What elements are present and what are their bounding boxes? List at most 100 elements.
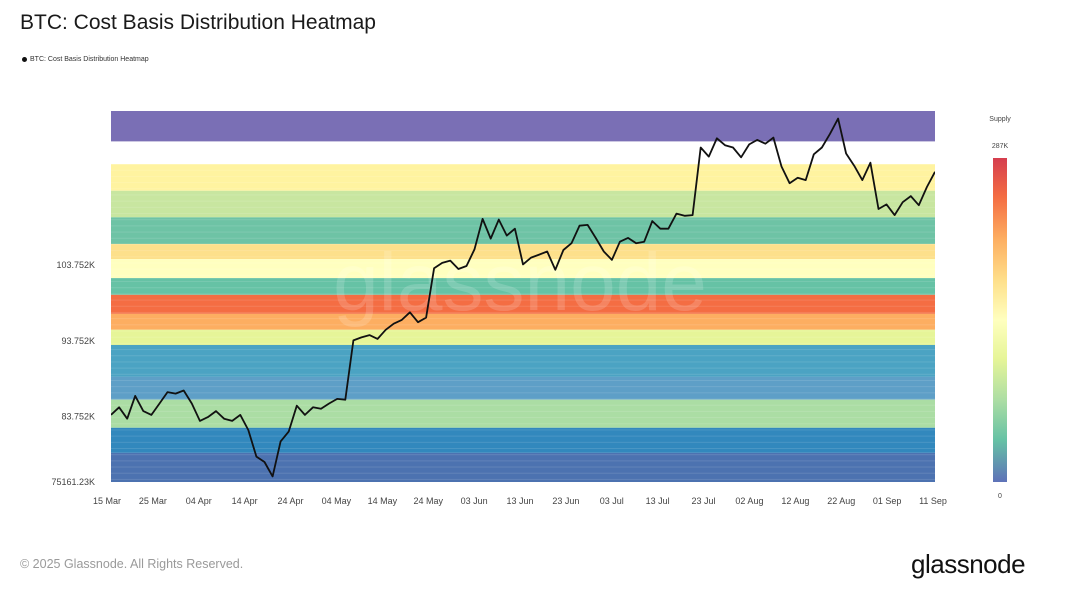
heatmap-stripe [111, 311, 935, 313]
heatmap-stripe [111, 349, 935, 351]
heatmap-band [111, 313, 935, 330]
chart-title: BTC: Cost Basis Distribution Heatmap [20, 11, 376, 34]
x-tick-label: 23 Jul [692, 496, 716, 506]
x-tick-label: 11 Sep [919, 496, 947, 506]
heatmap-band [111, 329, 935, 345]
heatmap-stripe [111, 299, 935, 301]
x-tick-label: 22 Aug [827, 496, 855, 506]
colorbar: Supply 287K 0 [989, 116, 1011, 500]
x-tick-label: 13 Jul [646, 496, 670, 506]
y-axis: 103.752K 93.752K 83.752K 75161.23K [51, 260, 95, 487]
heatmap-stripe [111, 466, 935, 468]
heatmap-stripe [111, 398, 935, 400]
heatmap-stripe [111, 361, 935, 363]
heatmap-stripe [111, 237, 935, 239]
x-tick-label: 01 Sep [873, 496, 902, 506]
heatmap-band [111, 259, 935, 279]
heatmap-band [111, 427, 935, 453]
heatmap-stripe [111, 373, 935, 375]
heatmap-stripe [111, 213, 935, 215]
chart-legend: BTC: Cost Basis Distribution Heatmap [22, 56, 149, 63]
x-tick-label: 13 Jun [506, 496, 533, 506]
heatmap-stripe [111, 250, 935, 252]
heatmap-band [111, 294, 935, 314]
heatmap-stripe [111, 274, 935, 276]
heatmap-band [111, 164, 935, 191]
heatmap-stripe [111, 225, 935, 227]
heatmap-stripe [111, 410, 935, 412]
legend-label: BTC: Cost Basis Distribution Heatmap [30, 56, 149, 63]
brand-logo: glassnode [911, 549, 1026, 579]
heatmap-stripe [111, 188, 935, 190]
legend-dot-icon [22, 57, 27, 62]
heatmap-stripe [111, 243, 935, 245]
y-tick-label: 75161.23K [51, 477, 95, 487]
x-tick-label: 14 May [368, 496, 398, 506]
heatmap-band [111, 452, 935, 482]
x-tick-label: 24 Apr [278, 496, 304, 506]
x-tick-label: 04 May [322, 496, 352, 506]
x-tick-label: 23 Jun [552, 496, 579, 506]
heatmap-stripe [111, 330, 935, 332]
heatmap-band [111, 278, 935, 295]
x-tick-label: 03 Jul [600, 496, 624, 506]
heatmap-band [111, 190, 935, 218]
x-tick-label: 12 Aug [781, 496, 809, 506]
x-tick-label: 15 Mar [93, 496, 121, 506]
heatmap-stripe [111, 472, 935, 474]
colorbar-gradient [993, 158, 1007, 482]
heatmap-stripe [111, 342, 935, 344]
x-tick-label: 03 Jun [461, 496, 488, 506]
heatmap-stripe [111, 386, 935, 388]
heatmap-stripe [111, 145, 935, 147]
heatmap-stripe [111, 219, 935, 221]
heatmap-stripe [111, 429, 935, 431]
x-tick-label: 04 Apr [186, 496, 212, 506]
heatmap-stripe [111, 392, 935, 394]
heatmap-stripe [111, 182, 935, 184]
heatmap-stripe [111, 175, 935, 177]
heatmap-stripe [111, 435, 935, 437]
x-tick-label: 14 Apr [232, 496, 258, 506]
heatmap-stripe [111, 423, 935, 425]
y-tick-label: 93.752K [61, 336, 95, 346]
heatmap-band [111, 344, 935, 377]
price-line-group [111, 117, 935, 478]
x-tick-label: 24 May [413, 496, 443, 506]
heatmap-stripe [111, 336, 935, 338]
heatmap-stripe [111, 231, 935, 233]
heatmap-stripe [111, 460, 935, 462]
price-line [111, 117, 935, 478]
heatmap-stripe [111, 447, 935, 449]
x-tick-label: 25 Mar [139, 496, 167, 506]
heatmap-stripe [111, 151, 935, 153]
heatmap-band [111, 376, 935, 400]
colorbar-min-label: 0 [998, 493, 1002, 500]
heatmap-stripe [111, 441, 935, 443]
heatmap-bands [111, 111, 935, 482]
heatmap-stripe [111, 200, 935, 202]
heatmap-stripe [111, 404, 935, 406]
copyright-text: © 2025 Glassnode. All Rights Reserved. [20, 557, 244, 571]
y-tick-label: 103.752K [56, 260, 95, 270]
heatmap-stripe [111, 379, 935, 381]
heatmap-stripe [111, 355, 935, 357]
heatmap-stripe [111, 256, 935, 258]
heatmap-stripe [111, 194, 935, 196]
heatmap-stripe [111, 157, 935, 159]
heatmap-band [111, 399, 935, 428]
heatmap-band [111, 217, 935, 244]
colorbar-title: Supply [989, 116, 1011, 123]
heatmap-stripe [111, 367, 935, 369]
heatmap-stripe [111, 318, 935, 320]
heatmap-stripe [111, 169, 935, 171]
y-tick-label: 83.752K [61, 412, 95, 422]
heatmap-stripe [111, 324, 935, 326]
heatmap-stripe [111, 454, 935, 456]
heatmap-stripe [111, 281, 935, 283]
heatmap-stripe [111, 163, 935, 165]
heatmap-stripe [111, 287, 935, 289]
heatmap-stripe [111, 293, 935, 295]
heatmap-stripe [111, 305, 935, 307]
